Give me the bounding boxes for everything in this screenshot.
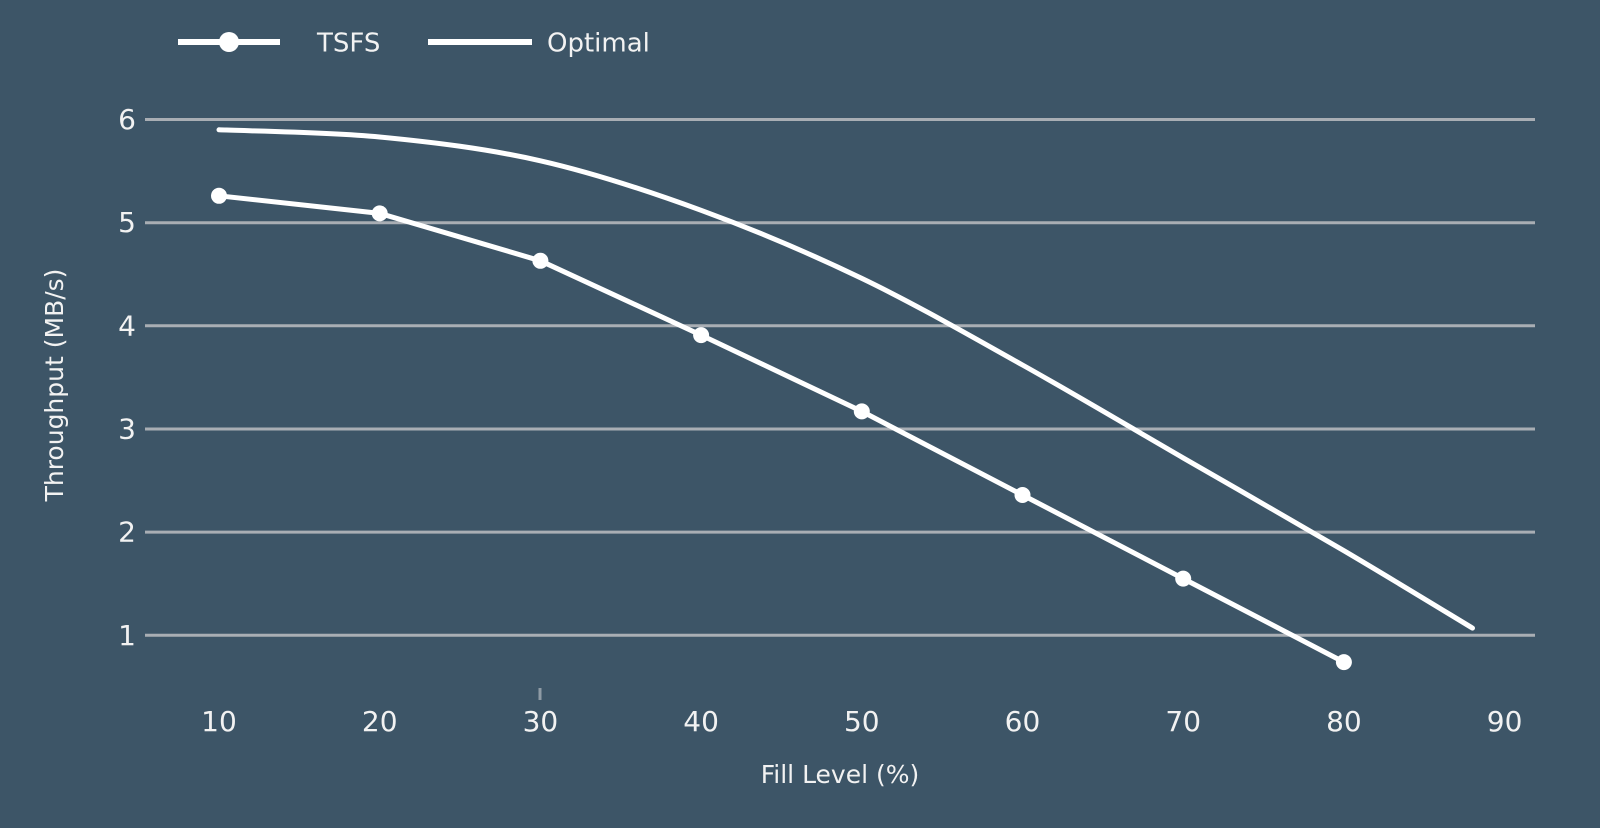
tsfs-data-point xyxy=(532,252,549,269)
y-tick-label: 2 xyxy=(118,516,136,549)
x-tick-label: 40 xyxy=(683,705,719,738)
y-tick-label: 6 xyxy=(118,103,136,136)
legend-label-tsfs: TSFS xyxy=(316,29,380,59)
x-tick-label: 90 xyxy=(1487,705,1523,738)
y-tick-label: 5 xyxy=(118,206,136,239)
tsfs-data-point xyxy=(853,403,870,420)
y-axis-title: Throughput (MB/s) xyxy=(40,269,69,503)
legend-tsfs-marker xyxy=(219,32,239,52)
x-tick-label: 60 xyxy=(1005,705,1041,738)
tsfs-data-point xyxy=(693,327,710,344)
tsfs-data-point xyxy=(1335,654,1352,671)
y-tick-label: 1 xyxy=(118,619,136,652)
legend-label-optimal: Optimal xyxy=(547,29,650,59)
y-tick-label: 3 xyxy=(118,413,136,446)
x-tick-label: 20 xyxy=(362,705,398,738)
x-axis-title: Fill Level (%) xyxy=(761,760,920,789)
y-tick-label: 4 xyxy=(118,309,136,342)
x-tick-label: 10 xyxy=(201,705,237,738)
x-tick-label: 80 xyxy=(1326,705,1362,738)
tsfs-data-point xyxy=(211,187,227,204)
tsfs-data-point xyxy=(1014,487,1031,503)
legend: TSFS Optimal xyxy=(178,29,650,59)
optimal-series-line xyxy=(216,127,1475,631)
tsfs-series-line xyxy=(218,193,1346,665)
tsfs-data-point xyxy=(1175,570,1192,587)
x-tick-label: 70 xyxy=(1165,705,1201,738)
x-tick-label: 50 xyxy=(844,705,880,738)
x-tick-label: 30 xyxy=(523,705,559,738)
tsfs-data-point xyxy=(371,205,388,222)
